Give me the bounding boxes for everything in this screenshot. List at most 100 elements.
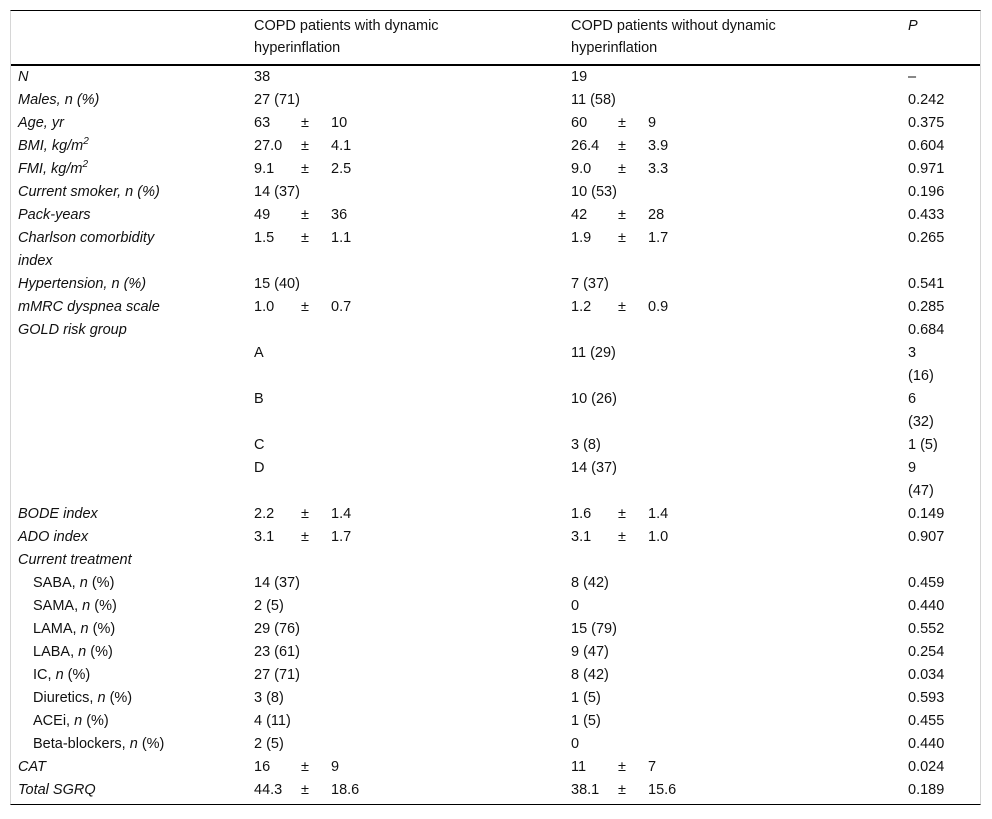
row-label: mMRC dyspnea scale xyxy=(18,299,160,315)
p-value-cell: 0.254 xyxy=(908,644,945,660)
p-value-cell: 0.149 xyxy=(908,506,945,522)
p-value-cell: 1 (5) xyxy=(908,437,938,453)
row-label: SABA, n (%) xyxy=(33,575,115,591)
table-row: ACEi, n (%) 4 (11) 1 (5) 0.455 xyxy=(11,710,980,733)
value-cell: C xyxy=(254,437,265,453)
plus-minus-symbol: ± xyxy=(301,299,309,315)
value-cell: 15 (40) xyxy=(254,276,300,292)
plus-minus-symbol: ± xyxy=(301,138,309,154)
p-value-cell: 0.433 xyxy=(908,207,945,223)
plus-minus-symbol: ± xyxy=(618,230,626,246)
plus-minus-symbol: ± xyxy=(301,161,309,177)
value-cell: 15 (79) xyxy=(571,621,617,637)
value-cell: 3 (8) xyxy=(254,690,284,706)
value-cell: 9.0 ±3.3 xyxy=(571,158,908,181)
value-cell: 2.2 ±1.4 xyxy=(254,503,571,526)
p-value-cell: 0.541 xyxy=(908,276,945,292)
value-cell: 1 (5) xyxy=(571,713,601,729)
header-p-value: P xyxy=(908,18,918,34)
table-row: CAT 16 ±9 11 ±7 0.024 xyxy=(11,756,980,779)
table-row: Males, n (%) 27 (71) 11 (58) 0.242 xyxy=(11,89,980,112)
table-row: N 38 19 – xyxy=(11,66,980,89)
value-cell: 14 (37) xyxy=(254,184,300,200)
value-cell: 60 ±9 xyxy=(571,112,908,135)
p-value-cell: 0.189 xyxy=(908,782,945,798)
table-row: Beta-blockers, n (%) 2 (5) 0 0.440 xyxy=(11,733,980,756)
header-copd-without-dh: COPD patients without dynamic hyperinfla… xyxy=(571,18,776,56)
value-cell: 14 (37) xyxy=(571,460,617,476)
value-cell: 23 (61) xyxy=(254,644,300,660)
plus-minus-symbol: ± xyxy=(618,506,626,522)
table-row: Total SGRQ 44.3 ±18.6 38.1 ±15.6 0.189 xyxy=(11,779,980,802)
row-label: ADO index xyxy=(18,529,89,545)
p-value-cell: 0.907 xyxy=(908,529,945,545)
value-cell: 19 xyxy=(571,69,588,85)
value-cell: 3.1 ±1.0 xyxy=(571,526,908,549)
row-label: Charlson comorbidity index xyxy=(18,230,155,269)
row-label: Current treatment xyxy=(18,552,132,568)
row-label: Hypertension, n (%) xyxy=(18,276,147,292)
p-value-cell: 0.265 xyxy=(908,230,945,246)
p-value-cell: 6 (32) xyxy=(908,391,934,430)
plus-minus-symbol: ± xyxy=(618,207,626,223)
row-label: BODE index xyxy=(18,506,98,522)
plus-minus-symbol: ± xyxy=(618,759,626,775)
plus-minus-symbol: ± xyxy=(301,782,309,798)
value-cell: 10 (26) xyxy=(571,391,617,407)
value-cell: 8 (42) xyxy=(571,667,609,683)
value-cell: 9 (47) xyxy=(571,644,609,660)
p-value-cell: 0.242 xyxy=(908,92,945,108)
value-cell: 2 (5) xyxy=(254,598,284,614)
p-value-cell: 0.024 xyxy=(908,759,945,775)
plus-minus-symbol: ± xyxy=(618,115,626,131)
value-cell: 29 (76) xyxy=(254,621,300,637)
value-cell: 27 (71) xyxy=(254,667,300,683)
plus-minus-symbol: ± xyxy=(301,115,309,131)
table-row: BMI, kg/m2 27.0 ±4.1 26.4 ±3.9 0.604 xyxy=(11,135,980,158)
value-cell: 16 ±9 xyxy=(254,756,571,779)
plus-minus-symbol: ± xyxy=(301,529,309,545)
value-cell: 1 (5) xyxy=(571,690,601,706)
plus-minus-symbol: ± xyxy=(618,161,626,177)
table-row: IC, n (%) 27 (71) 8 (42) 0.034 xyxy=(11,664,980,687)
table-row: SABA, n (%) 14 (37) 8 (42) 0.459 xyxy=(11,572,980,595)
p-value-cell: 0.552 xyxy=(908,621,945,637)
value-cell: 1.9 ±1.7 xyxy=(571,227,908,250)
table-header-row: COPD patients with dynamic hyperinflatio… xyxy=(11,11,980,66)
table-row: SAMA, n (%) 2 (5) 0 0.440 xyxy=(11,595,980,618)
value-cell: 0 xyxy=(571,736,580,752)
p-value-cell: 0.285 xyxy=(908,299,945,315)
table-row: FMI, kg/m2 9.1 ±2.5 9.0 ±3.3 0.971 xyxy=(11,158,980,181)
row-label: Pack-years xyxy=(18,207,91,223)
table-row: D 14 (37) 9 (47) xyxy=(11,457,980,503)
table-row: mMRC dyspnea scale 1.0 ±0.7 1.2 ±0.9 0.285 xyxy=(11,296,980,319)
row-label: LABA, n (%) xyxy=(33,644,113,660)
value-cell: 1.2 ±0.9 xyxy=(571,296,908,319)
p-value-cell: 0.684 xyxy=(908,322,945,338)
value-cell: B xyxy=(254,391,264,407)
p-value-cell: 0.440 xyxy=(908,736,945,752)
row-label: BMI, kg/m2 xyxy=(18,136,89,154)
plus-minus-symbol: ± xyxy=(301,506,309,522)
row-label: GOLD risk group xyxy=(18,322,127,338)
value-cell: 11 (58) xyxy=(571,92,616,108)
value-cell: D xyxy=(254,460,265,476)
p-value-cell: 0.971 xyxy=(908,161,945,177)
plus-minus-symbol: ± xyxy=(301,759,309,775)
row-label: Total SGRQ xyxy=(18,782,96,798)
table-row: C 3 (8) 1 (5) xyxy=(11,434,980,457)
value-cell: 10 (53) xyxy=(571,184,617,200)
table-row: Hypertension, n (%) 15 (40) 7 (37) 0.541 xyxy=(11,273,980,296)
plus-minus-symbol: ± xyxy=(301,207,309,223)
table-row: Diuretics, n (%) 3 (8) 1 (5) 0.593 xyxy=(11,687,980,710)
value-cell: 63 ±10 xyxy=(254,112,571,135)
table-row: Age, yr 63 ±10 60 ±9 0.375 xyxy=(11,112,980,135)
row-label: Age, yr xyxy=(18,115,64,131)
row-label: LAMA, n (%) xyxy=(33,621,116,637)
patient-characteristics-table: COPD patients with dynamic hyperinflatio… xyxy=(10,10,981,805)
value-cell: 49 ±36 xyxy=(254,204,571,227)
p-value-cell: 0.459 xyxy=(908,575,945,591)
value-cell: 26.4 ±3.9 xyxy=(571,135,908,158)
value-cell: 2 (5) xyxy=(254,736,284,752)
table-row: Current treatment xyxy=(11,549,980,572)
